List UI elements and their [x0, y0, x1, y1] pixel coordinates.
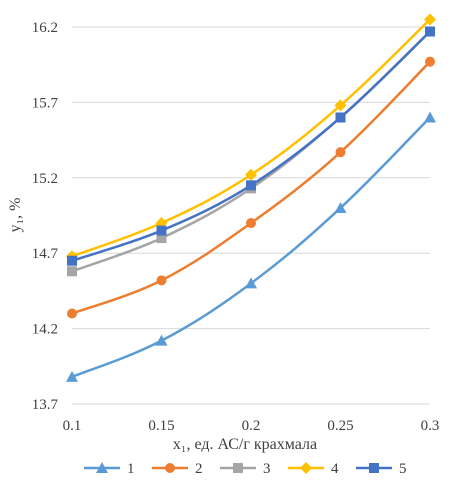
data-point: [335, 147, 346, 158]
data-point: [334, 99, 347, 112]
series-1: [66, 111, 436, 382]
data-point: [245, 168, 257, 181]
legend-label: 1: [127, 461, 135, 477]
y-axis-ticks: 13.7 14.2 14.7 15.2 15.7 16.2: [32, 20, 59, 413]
data-point: [425, 56, 435, 67]
data-point: [335, 112, 346, 123]
data-point: [245, 277, 257, 289]
data-point: [155, 334, 168, 346]
legend-label: 4: [331, 461, 339, 477]
data-point: [334, 201, 347, 213]
data-point: [156, 233, 167, 244]
y-tick-label: 14.7: [32, 246, 59, 262]
y-tick-label: 13.7: [32, 397, 59, 413]
data-point: [156, 225, 167, 236]
legend-label: 2: [195, 461, 203, 477]
legend-item-5: 5: [356, 461, 407, 477]
x-tick-label: 0.2: [242, 418, 261, 434]
legend-item-1: 1: [84, 461, 135, 477]
data-point: [424, 13, 436, 26]
data-point: [425, 26, 435, 37]
x-axis-label: x₁, ед. АС/г крахмала: [173, 436, 317, 453]
x-tick-label: 0.15: [148, 418, 174, 434]
legend-label: 3: [263, 461, 271, 477]
x-tick-label: 0.3: [421, 418, 440, 434]
data-point: [67, 266, 77, 277]
data-point: [369, 463, 379, 473]
data-point: [300, 462, 312, 474]
data-point: [424, 111, 436, 123]
x-tick-label: 0.1: [63, 418, 82, 434]
data-point: [67, 255, 77, 266]
data-point: [165, 463, 175, 473]
series-5: [67, 26, 435, 266]
data-point: [96, 462, 108, 473]
data-point: [67, 308, 77, 319]
series-line: [71, 30, 431, 273]
gridlines: [72, 26, 430, 405]
series-line: [71, 116, 431, 379]
series-group: [66, 13, 436, 382]
y-tick-label: 14.2: [32, 322, 58, 338]
y-tick-label: 15.7: [32, 95, 59, 111]
legend-item-2: 2: [152, 461, 203, 477]
legend-item-3: 3: [220, 461, 271, 477]
series-2: [67, 56, 435, 319]
data-point: [233, 463, 243, 473]
data-point: [246, 180, 256, 191]
data-point: [66, 370, 78, 382]
legend-label: 5: [399, 461, 407, 477]
data-point: [246, 218, 256, 229]
legend-item-4: 4: [288, 461, 339, 477]
x-axis-ticks: 0.1 0.15 0.2 0.25 0.3: [63, 418, 440, 434]
y-tick-label: 15.2: [32, 171, 58, 187]
y-tick-label: 16.2: [32, 20, 58, 36]
x-tick-label: 0.25: [327, 418, 353, 434]
data-point: [156, 275, 167, 286]
legend: 1 2 3 4 5: [84, 461, 407, 477]
y-axis-label: y₁, %: [7, 198, 24, 233]
